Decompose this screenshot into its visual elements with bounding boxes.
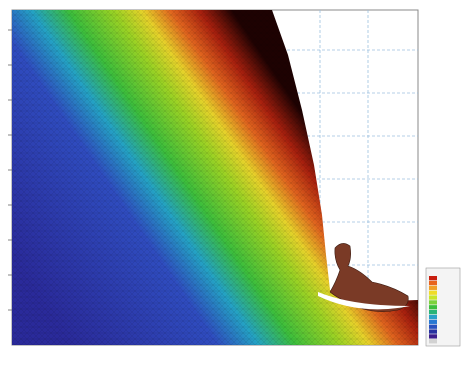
legend-swatch (429, 324, 437, 329)
legend-swatch (429, 314, 437, 320)
lagoon (318, 292, 410, 310)
legend-swatch (429, 276, 437, 281)
legend-swatch (429, 285, 437, 290)
legend-swatch (429, 300, 437, 305)
legend-swatch (429, 329, 437, 334)
legend (425, 267, 461, 347)
mesh-lines (12, 10, 418, 345)
legend-swatch (429, 290, 437, 295)
legend-swatch (429, 305, 437, 310)
axis-ticks (8, 29, 12, 311)
legend-swatch (429, 334, 437, 339)
legend-swatch (429, 310, 437, 315)
legend-swatch (429, 295, 437, 300)
legend-swatch (429, 339, 437, 344)
island (329, 243, 409, 312)
map-frame (8, 9, 419, 346)
legend-swatch (429, 319, 437, 324)
legend-swatch (429, 280, 437, 286)
